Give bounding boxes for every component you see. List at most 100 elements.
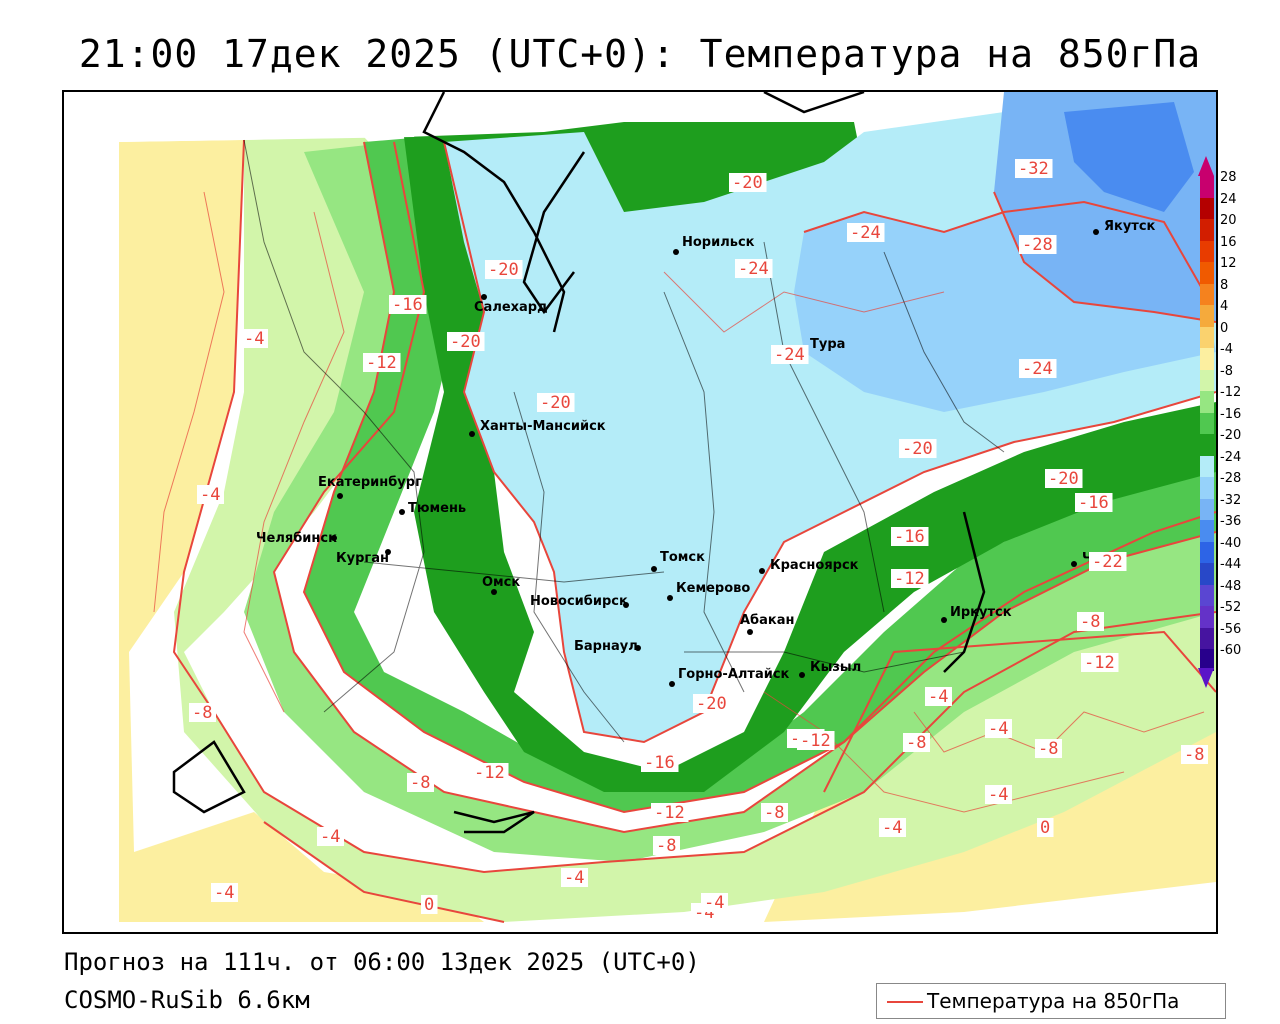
scale-label: -60 bbox=[1220, 643, 1242, 658]
svg-text:0: 0 bbox=[1040, 818, 1050, 838]
city-marker bbox=[491, 589, 497, 595]
svg-text:-32: -32 bbox=[1018, 159, 1049, 179]
city-label: Барнаул bbox=[574, 639, 638, 654]
map-title: 21:00 17дек 2025 (UTC+0): Температура на… bbox=[78, 32, 1202, 76]
scale-label: -52 bbox=[1220, 600, 1242, 615]
model-name: COSMO-RuSib 6.6км bbox=[64, 986, 310, 1014]
svg-text:-20: -20 bbox=[1048, 469, 1079, 489]
svg-text:-16: -16 bbox=[1078, 493, 1109, 513]
svg-text:-4: -4 bbox=[200, 485, 220, 505]
svg-text:-20: -20 bbox=[732, 173, 763, 193]
svg-text:-20: -20 bbox=[540, 393, 571, 413]
svg-text:-4: -4 bbox=[564, 868, 584, 888]
scale-segment bbox=[1200, 326, 1214, 349]
isotherm-label: -4 bbox=[925, 687, 952, 707]
city-label: Томск bbox=[660, 550, 705, 565]
svg-text:-20: -20 bbox=[450, 332, 481, 352]
scale-label: 16 bbox=[1220, 234, 1237, 250]
isotherm-label: -22 bbox=[1089, 552, 1127, 572]
svg-text:-4: -4 bbox=[214, 883, 234, 903]
zone-mid-green bbox=[244, 142, 1216, 862]
scale-segment bbox=[1200, 305, 1214, 327]
isotherm-label: -4 bbox=[241, 329, 268, 349]
city-marker bbox=[481, 294, 487, 300]
svg-text:-8: -8 bbox=[1038, 739, 1058, 759]
isotherm-label: -8 bbox=[1077, 612, 1104, 632]
city-label: Курган bbox=[336, 551, 389, 566]
svg-text:-4: -4 bbox=[320, 827, 340, 847]
scale-segment bbox=[1200, 455, 1214, 478]
isotherm-label: -12 bbox=[891, 569, 929, 589]
city-label: Кемерово bbox=[676, 581, 750, 596]
scale-label: 12 bbox=[1220, 256, 1237, 271]
temperature-map: Норильск Салехард Тура Якутск Ханты-Мансийск… bbox=[62, 90, 1218, 934]
svg-text:-4: -4 bbox=[704, 893, 724, 913]
scale-label: 20 bbox=[1220, 213, 1237, 228]
isotherm-label: -4 bbox=[561, 868, 588, 888]
isotherm-label: -4 bbox=[317, 827, 344, 847]
scale-segment bbox=[1200, 627, 1214, 650]
svg-text:-24: -24 bbox=[1022, 359, 1053, 379]
scale-label: 28 bbox=[1220, 170, 1237, 185]
city-label: Омск bbox=[482, 575, 520, 590]
svg-text:-12: -12 bbox=[474, 763, 505, 783]
isotherm-label: -12 bbox=[1081, 653, 1119, 673]
isotherm-label: -16 bbox=[641, 753, 679, 773]
isotherm-label: -8 bbox=[761, 803, 788, 823]
scale-segment bbox=[1200, 649, 1214, 671]
svg-text:-24: -24 bbox=[774, 345, 805, 365]
isotherm-label: 0 bbox=[421, 895, 438, 915]
scale-segment bbox=[1200, 606, 1214, 628]
isotherm-label: -32 bbox=[1015, 159, 1053, 179]
city-label: Якутск bbox=[1104, 219, 1156, 234]
svg-text:-12: -12 bbox=[894, 569, 925, 589]
scale-label: -28 bbox=[1220, 471, 1242, 486]
scale-segment bbox=[1200, 262, 1214, 284]
scale-label: 8 bbox=[1220, 277, 1229, 293]
isotherm-label: -16 bbox=[891, 527, 929, 547]
city-marker bbox=[759, 568, 765, 574]
isotherm-label: -20 bbox=[537, 393, 575, 413]
city-marker bbox=[399, 509, 405, 515]
scale-segment bbox=[1200, 434, 1214, 456]
city-label: Тура bbox=[810, 337, 845, 352]
svg-text:-8: -8 bbox=[764, 803, 784, 823]
scale-label: -56 bbox=[1220, 621, 1242, 637]
legend-line-icon bbox=[887, 1001, 923, 1003]
isotherm-label: -12 bbox=[363, 353, 401, 373]
scale-segment bbox=[1200, 176, 1214, 198]
scale-label: -32 bbox=[1220, 492, 1242, 508]
scale-segment bbox=[1200, 391, 1214, 413]
city-marker bbox=[385, 549, 391, 555]
svg-text:-8: -8 bbox=[192, 703, 212, 723]
city-label: Кызыл bbox=[810, 660, 861, 675]
city-marker bbox=[635, 645, 641, 651]
forecast-info: Прогноз на 111ч. от 06:00 13дек 2025 (UT… bbox=[64, 948, 700, 976]
scale-segment bbox=[1200, 584, 1214, 607]
isotherm-label: -12 bbox=[651, 803, 689, 823]
city-label: Абакан bbox=[740, 613, 795, 628]
isotherm-label: -20 bbox=[729, 173, 767, 193]
legend-label: Температура на 850гПа bbox=[927, 989, 1180, 1013]
svg-text:-16: -16 bbox=[392, 295, 423, 315]
svg-text:-4: -4 bbox=[244, 329, 264, 349]
scale-top-arrow bbox=[1198, 156, 1214, 176]
isotherm-label: -8 bbox=[653, 836, 680, 856]
scale-label: -4 bbox=[1220, 342, 1233, 357]
city-marker bbox=[1093, 229, 1099, 235]
city-label: Челябинск bbox=[256, 531, 337, 546]
scale-segment bbox=[1200, 477, 1214, 499]
color-scale: 28 24 20 16 12 8 4 0 -4 -8 -12 -16 -20 -24 -28 -32 -36 -4… bbox=[1198, 156, 1268, 690]
isotherm-labels-layer: -20 -24 -24 -32 -28 -24 -24 -20 -16 -12 -20 -20 -20 -… bbox=[189, 159, 1208, 923]
isotherm-label: -8 bbox=[1035, 739, 1062, 759]
city-label: Норильск bbox=[682, 235, 755, 250]
svg-text:-22: -22 bbox=[1092, 552, 1123, 572]
svg-text:-8: -8 bbox=[410, 773, 430, 793]
isotherm-label: -4 bbox=[985, 719, 1012, 739]
city-label: Ханты-Мансийск bbox=[480, 419, 606, 434]
city-marker bbox=[623, 602, 629, 608]
scale-label: -24 bbox=[1220, 449, 1242, 465]
svg-text:-12: -12 bbox=[654, 803, 685, 823]
isotherm-label: -20 bbox=[447, 332, 485, 352]
scale-segment bbox=[1200, 240, 1214, 263]
